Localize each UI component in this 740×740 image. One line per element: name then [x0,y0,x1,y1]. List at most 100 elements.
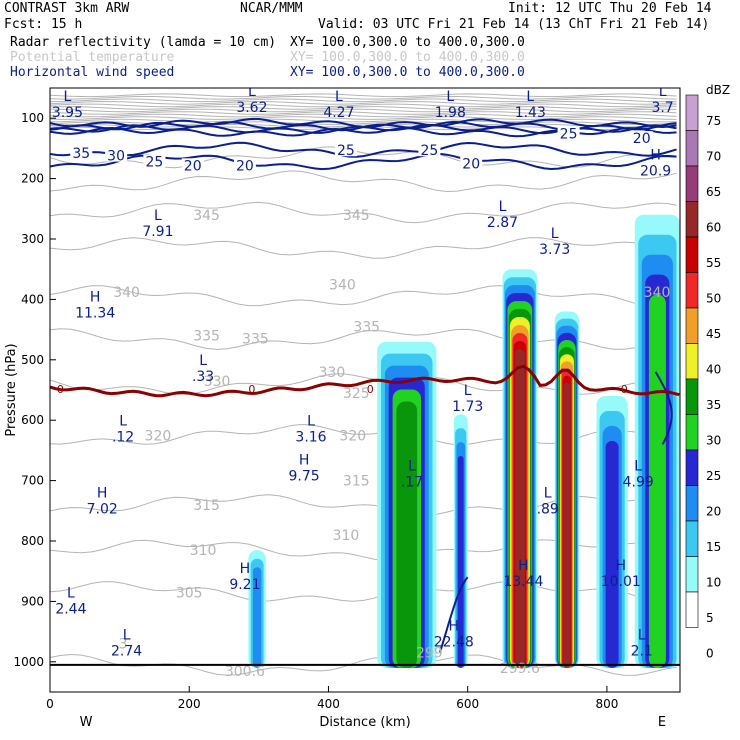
extremum-H-marker: H [299,453,310,469]
wind-label-bg [630,131,653,145]
wind-contour-label: 25 [145,155,163,171]
colorbar-level-label: 75 [706,114,721,128]
theta-label: 310 [333,528,360,544]
theta-label: 325 [343,386,370,402]
field3-xy: XY= 100.0,300.0 to 400.0,300.0 [290,65,525,80]
extremum-L-marker: L [499,199,507,215]
extremum-value: 7.91 [142,224,173,240]
wind-label-bg [334,143,357,157]
extremum-H-marker: H [240,561,251,577]
extremum-value: 22.48 [434,635,474,651]
extremum-L-marker: L [307,413,315,429]
reflectivity-cell-0-level-3 [252,567,262,668]
east-label: E [658,715,666,730]
wind-label-bg [460,156,483,170]
freezing-level-label: 0 [248,383,255,396]
extremum-L-marker: L [199,353,207,369]
theta-label: 340 [329,277,356,293]
extremum-H-marker: H [97,486,108,502]
extremum-value: 1.43 [515,105,546,121]
extremum-value: .89 [537,502,559,518]
theta-label: 330 [204,374,231,390]
wind-label-bg [233,158,256,172]
field1-xy: XY= 100.0,300.0 to 400.0,300.0 [290,35,525,50]
theta-strat-line [50,116,677,120]
extremum-L-marker: L [335,89,343,105]
field1-name: Radar reflectivity (lamda = 10 cm) [10,35,277,50]
theta-isentrope [50,494,677,517]
theta-strat-line [50,111,677,115]
wind-contour-east [654,371,673,445]
theta-label: 340 [113,285,140,301]
forecast-hour: Fcst: 15 h [4,17,83,32]
colorbar-level-label: 60 [706,221,721,235]
extremum-value: 3.95 [52,105,83,121]
extremum-L-marker: L [67,585,75,601]
extremum-L-marker: L [659,84,667,100]
extremum-value: 3.62 [236,100,267,116]
colorbar-swatch [685,165,699,202]
extremum-value: 1.73 [452,399,483,415]
wind-label-bg [70,146,93,160]
theta-strat-line [50,98,677,103]
theta-isentrope [50,285,677,307]
extremum-L-marker: L [526,89,534,105]
extremum-H-marker: H [650,148,661,164]
y-tick-label: 900 [21,594,44,608]
theta-isentrope [50,580,677,603]
org-label: NCAR/MMM [240,1,303,16]
y-axis-label: Pressure (hPa) [4,343,19,436]
theta-label: 335 [242,332,269,348]
extremum-L-marker: L [551,226,559,242]
extremum-H-marker: H [616,558,627,574]
colorbar-level-label: 15 [706,540,721,554]
y-tick-label: 800 [21,534,44,548]
wind-contour-label: 25 [420,143,438,159]
extremum-value: .12 [112,429,134,445]
extremum-value: .33 [192,369,214,385]
extremum-value: 13.44 [503,574,543,590]
theta-strat-line [50,113,677,118]
extremum-value: 11.34 [75,305,115,321]
y-tick-label: 100 [21,111,44,125]
reflectivity-cell-1-level-6 [396,401,418,668]
colorbar-swatch [685,485,699,522]
y-tick-label: 400 [21,292,44,306]
theta-label: 330 [319,365,346,381]
wind-contour-low-level [438,576,469,654]
theta-isentrope [50,237,677,259]
wind-contour-label: 25 [337,143,355,159]
reflectivity-cell-3-level-11 [514,348,525,668]
theta-label: 315 [193,498,220,514]
theta-label: 3 [119,637,128,653]
wind-contour-label: 35 [72,146,90,162]
theta-strat-line [50,100,677,105]
extremum-L-marker: L [123,628,131,644]
colorbar-level-label: 25 [706,469,721,483]
wind-contour-line [50,141,677,158]
extremum-value: 3.16 [295,429,326,445]
extremum-L-marker: L [464,383,472,399]
colorbar-level-label: 10 [706,576,721,590]
extremum-value: 2.44 [55,601,86,617]
extremum-H-marker: H [449,619,460,635]
x-tick-label: 0 [46,697,54,711]
y-tick-label: 1000 [13,655,44,669]
freezing-level-label: 0 [57,383,64,396]
extremum-L-marker: L [446,89,454,105]
extremum-value: 7.02 [87,502,118,518]
y-tick-label: 600 [21,413,44,427]
colorbar-swatch [685,343,699,380]
extremum-value: 9.75 [289,469,320,485]
init-time: Init: 12 UTC Thu 20 Feb 14 [508,1,712,16]
extremum-value: 2.1 [631,644,653,660]
extremum-value: 2.87 [487,215,518,231]
extremum-L-marker: L [63,89,71,105]
valid-time: Valid: 03 UTC Fri 21 Feb 14 (13 ChT Fri … [318,17,710,32]
colorbar-level-label: 30 [706,434,721,448]
extremum-L-marker: L [248,84,256,100]
theta-label: 299 [416,646,443,662]
wind-label-bg [418,143,441,157]
theta-label: 345 [343,208,370,224]
y-tick-label: 300 [21,232,44,246]
